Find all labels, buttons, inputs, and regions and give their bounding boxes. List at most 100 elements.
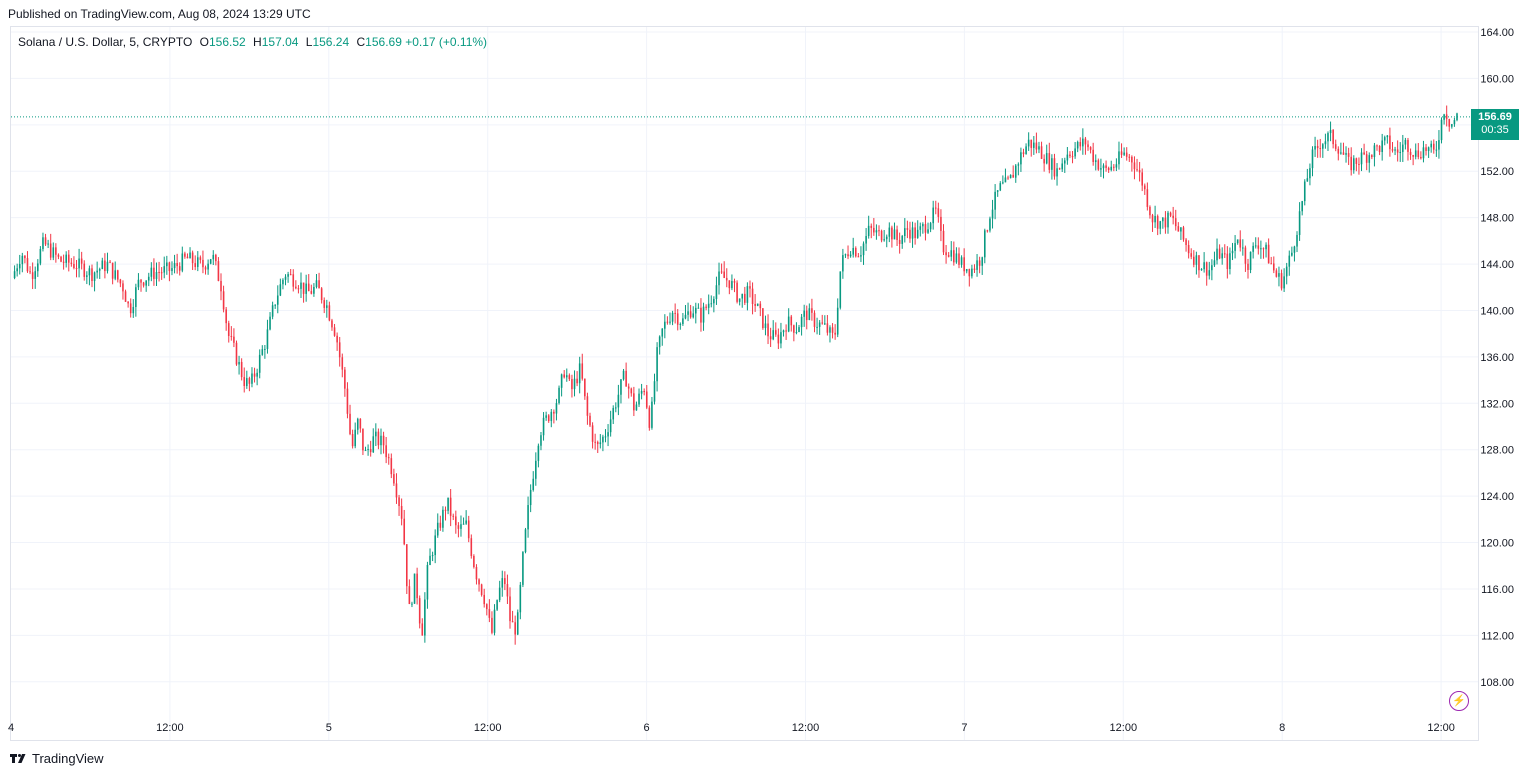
candle-body	[1453, 120, 1456, 125]
candle-body	[387, 457, 390, 459]
candle-body	[160, 272, 163, 274]
candle-body	[578, 363, 581, 384]
symbol-title[interactable]: Solana / U.S. Dollar, 5, CRYPTO	[18, 35, 193, 49]
candle-body	[62, 261, 65, 263]
candle-body	[1156, 216, 1159, 229]
candle-body	[1280, 273, 1283, 289]
candle-body	[1435, 149, 1438, 151]
candle-body	[891, 227, 893, 240]
candle-body	[447, 497, 449, 511]
candle-body	[1430, 143, 1432, 148]
candle-body	[1087, 144, 1089, 148]
candle-body	[684, 314, 687, 319]
candle-body	[687, 311, 689, 315]
candle-body	[106, 261, 109, 272]
candle-body	[166, 262, 168, 267]
candle-body	[896, 229, 898, 240]
candle-body	[664, 321, 666, 329]
candle-body	[452, 515, 455, 517]
candle-body	[1187, 245, 1190, 254]
candle-body	[1355, 158, 1358, 164]
candle-body	[914, 227, 916, 238]
candle-body	[305, 283, 307, 294]
candle-body	[633, 393, 635, 411]
candle-body	[772, 330, 775, 340]
candle-body	[424, 599, 426, 636]
candle-body	[333, 327, 336, 336]
candle-body	[158, 271, 160, 273]
candle-body	[212, 254, 215, 260]
candle-body	[93, 272, 96, 282]
tradingview-logo-icon	[10, 754, 26, 763]
candle-body	[870, 225, 873, 228]
candle-body	[705, 306, 707, 308]
candle-body	[1451, 124, 1453, 127]
candle-body	[37, 263, 39, 272]
candle-body	[315, 280, 318, 287]
candle-body	[1040, 146, 1043, 159]
candle-body	[434, 535, 436, 556]
candle-body	[1296, 234, 1298, 247]
candle-body	[1342, 152, 1345, 155]
candle-body	[1345, 153, 1347, 155]
y-tick-label: 160.00	[1480, 73, 1514, 85]
candle-body	[18, 264, 21, 269]
candle-body	[1074, 148, 1076, 157]
tradingview-brand[interactable]: TradingView	[10, 751, 104, 766]
candle-body	[184, 253, 186, 257]
candle-body	[80, 258, 83, 264]
candle-body	[978, 260, 981, 266]
candle-body	[759, 303, 762, 309]
candle-body	[199, 257, 202, 260]
candle-body	[630, 388, 633, 394]
candle-body	[261, 349, 264, 355]
candle-body	[269, 316, 271, 330]
candle-body	[504, 578, 506, 585]
candle-body	[880, 230, 883, 241]
lightning-icon[interactable]: ⚡	[1449, 691, 1469, 711]
candle-body	[336, 335, 338, 343]
candle-body	[163, 266, 166, 273]
candle-body	[429, 555, 431, 565]
x-tick-label: 12:00	[156, 722, 184, 734]
y-tick-label: 116.00	[1481, 584, 1514, 596]
candle-body	[522, 552, 524, 585]
candle-body	[674, 312, 676, 314]
candle-body	[1118, 151, 1120, 165]
x-tick-label: 7	[961, 722, 967, 734]
candle-body	[400, 506, 403, 519]
candle-body	[233, 336, 235, 343]
candle-body	[1203, 262, 1205, 270]
x-tick-label: 12:00	[792, 722, 820, 734]
candle-body	[720, 271, 723, 273]
candle-body	[276, 295, 279, 305]
candle-body	[682, 318, 684, 324]
candle-body	[436, 522, 439, 536]
candle-body	[1285, 266, 1288, 277]
candle-body	[444, 509, 447, 511]
y-tick-label: 108.00	[1480, 677, 1514, 689]
candle-body	[1020, 152, 1022, 165]
candle-body	[307, 283, 310, 292]
candle-body	[1417, 150, 1420, 158]
candle-body	[643, 390, 645, 392]
candle-body	[811, 308, 813, 313]
candle-body	[710, 303, 713, 305]
candle-body	[135, 287, 137, 307]
low-value: 156.24	[312, 35, 350, 49]
candle-body	[875, 230, 878, 233]
candle-body	[189, 252, 191, 259]
candle-body	[963, 257, 965, 272]
candle-body	[653, 381, 656, 402]
candle-body	[535, 460, 537, 479]
candle-body	[919, 226, 922, 230]
candle-body	[1229, 253, 1231, 270]
candle-body	[178, 266, 181, 271]
candle-body	[496, 600, 498, 610]
candle-body	[700, 307, 702, 323]
candle-body	[553, 411, 555, 414]
candle-body	[960, 257, 963, 265]
chart-frame[interactable]	[10, 26, 1479, 741]
candle-body	[455, 516, 457, 526]
